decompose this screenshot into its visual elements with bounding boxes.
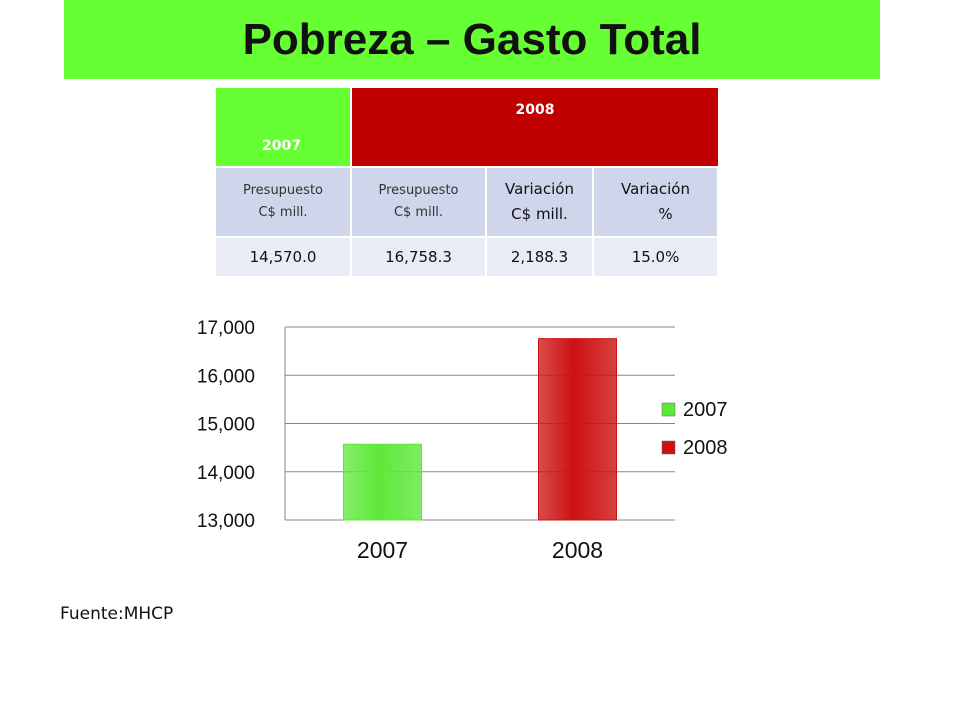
budget-table: 2007 2008 Presupuesto C$ mill. Presupues…: [216, 88, 720, 276]
value-presupuesto-2008: 16,758.3: [351, 236, 487, 276]
y-tick-label: 14,000: [197, 463, 255, 484]
bar-2008: [538, 338, 617, 521]
legend-label-2008: 2008: [683, 437, 728, 459]
col-variacion-mill: Variación C$ mill.: [486, 166, 594, 237]
header-2007: 2007: [216, 88, 352, 167]
x-tick-label: 2008: [552, 537, 603, 563]
page-title: Pobreza – Gasto Total: [242, 14, 702, 64]
y-tick-label: 13,000: [197, 511, 255, 532]
col-presupuesto-2007: Presupuesto C$ mill.: [216, 166, 352, 237]
header-2008: 2008: [351, 88, 719, 167]
bar-chart: 13,000 14,000 15,000 16,000 17,000 2007 2008 20…: [197, 318, 728, 563]
col-presupuesto-2008: Presupuesto C$ mill.: [351, 166, 487, 237]
value-variacion-pct: 15.0%: [593, 236, 720, 276]
title-banner: Pobreza – Gasto Total: [64, 0, 880, 79]
y-tick-label: 16,000: [197, 366, 255, 387]
value-presupuesto-2007: 14,570.0: [216, 236, 352, 276]
source-note: Fuente:MHCP: [60, 604, 174, 624]
col-variacion-pct: Variación %: [593, 166, 720, 237]
legend-label-2007: 2007: [683, 399, 728, 421]
y-tick-label: 15,000: [197, 415, 255, 436]
value-variacion-mill: 2,188.3: [486, 236, 594, 276]
legend-swatch-2008: [661, 440, 676, 455]
bar-2007: [343, 443, 422, 521]
y-tick-label: 17,000: [197, 318, 255, 339]
legend-swatch-2007: [661, 402, 676, 417]
x-tick-label: 2007: [357, 537, 408, 563]
